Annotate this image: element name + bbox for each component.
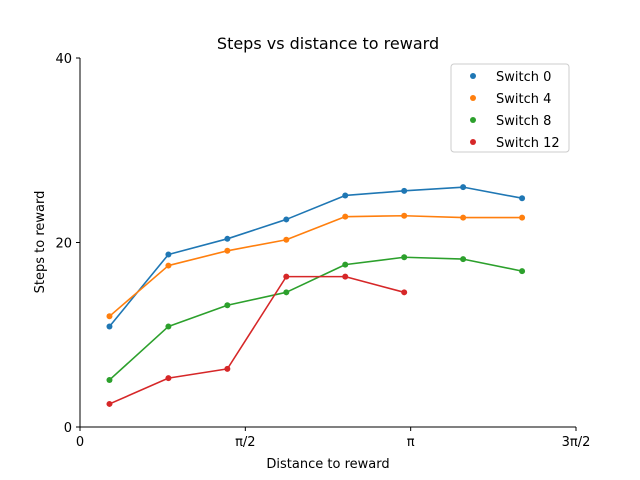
series-switch-0 <box>106 184 526 330</box>
legend-label-switch-0: Switch 0 <box>496 70 551 85</box>
data-point-switch-12 <box>165 375 172 382</box>
legend-marker-switch-12 <box>470 139 476 145</box>
series-layer <box>106 184 526 407</box>
legend-label-switch-4: Switch 4 <box>496 92 551 107</box>
data-point-switch-8 <box>224 302 231 309</box>
data-point-switch-12 <box>106 400 113 407</box>
data-point-switch-8 <box>106 376 113 383</box>
data-point-switch-12 <box>342 273 349 280</box>
data-point-switch-8 <box>460 256 467 263</box>
data-point-switch-12 <box>401 289 408 296</box>
data-point-switch-4 <box>519 214 526 221</box>
series-line-switch-4 <box>108 214 523 317</box>
data-point-switch-4 <box>342 213 349 220</box>
series-line-switch-12 <box>109 275 405 405</box>
data-point-switch-0 <box>106 323 113 330</box>
series-switch-12 <box>106 273 408 407</box>
data-point-switch-0 <box>460 184 467 191</box>
y-tick-label: 20 <box>55 237 72 252</box>
data-point-switch-8 <box>283 289 290 296</box>
x-tick-label: π <box>407 435 415 450</box>
legend-label-switch-8: Switch 8 <box>496 114 551 129</box>
data-point-switch-0 <box>283 216 290 223</box>
x-axis-label: Distance to reward <box>266 457 389 472</box>
data-point-switch-0 <box>224 235 231 242</box>
data-point-switch-0 <box>342 192 349 199</box>
data-point-switch-4 <box>401 212 408 219</box>
legend: Switch 0 Switch 4 Switch 8 Switch 12 <box>450 63 570 153</box>
data-point-switch-4 <box>224 247 231 254</box>
x-ticks: 0 π/2 π 3π/2 <box>76 427 591 450</box>
series-switch-4 <box>106 212 526 320</box>
data-point-switch-0 <box>519 195 526 202</box>
data-point-switch-8 <box>519 268 526 275</box>
series-switch-8 <box>106 254 526 383</box>
y-ticks: 0 20 40 <box>55 52 80 436</box>
data-point-switch-12 <box>224 365 231 372</box>
y-tick-label: 40 <box>55 52 72 67</box>
y-axis-label: Steps to reward <box>33 191 48 294</box>
data-point-switch-0 <box>401 187 408 194</box>
legend-items: Switch 0 Switch 4 Switch 8 Switch 12 <box>470 70 560 151</box>
legend-label-switch-12: Switch 12 <box>496 136 560 151</box>
data-point-switch-4 <box>106 313 113 320</box>
data-point-switch-8 <box>342 261 349 268</box>
x-tick-label: 3π/2 <box>562 435 591 450</box>
data-point-switch-4 <box>460 214 467 221</box>
legend-marker-switch-0 <box>470 73 476 79</box>
chart-title: Steps vs distance to reward <box>217 34 439 53</box>
x-tick-label: 0 <box>76 435 84 450</box>
data-point-switch-12 <box>283 273 290 280</box>
series-line-switch-8 <box>108 256 523 381</box>
data-point-switch-4 <box>283 236 290 243</box>
legend-marker-switch-8 <box>470 117 476 123</box>
y-tick-label: 0 <box>64 421 72 436</box>
data-point-switch-8 <box>165 323 172 330</box>
data-point-switch-8 <box>401 254 408 261</box>
series-line-switch-0 <box>108 186 523 327</box>
data-point-switch-4 <box>165 262 172 269</box>
x-tick-label: π/2 <box>235 435 255 450</box>
data-point-switch-0 <box>165 251 172 258</box>
legend-frame <box>450 63 570 153</box>
legend-marker-switch-4 <box>470 95 476 101</box>
